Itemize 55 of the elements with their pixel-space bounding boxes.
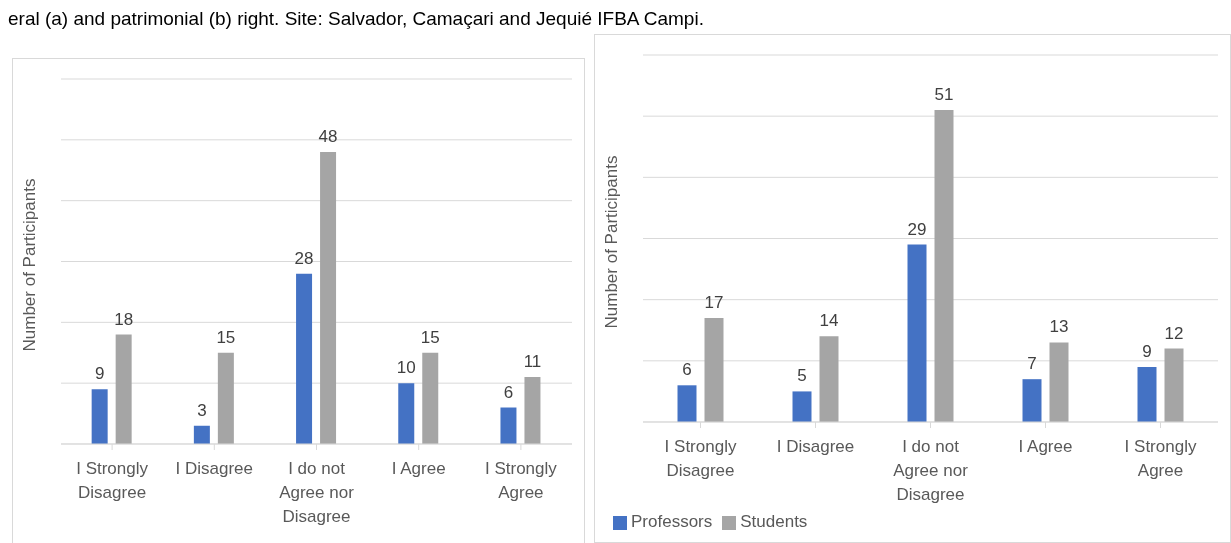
data-label: 14 xyxy=(819,311,839,331)
x-tick-label: I Agree xyxy=(391,459,446,478)
x-tick-label: I Strongly Agree xyxy=(1124,437,1197,480)
bar xyxy=(792,391,812,422)
bar xyxy=(1022,379,1042,422)
data-label: 12 xyxy=(1164,323,1184,343)
bar xyxy=(115,334,132,444)
data-label: 28 xyxy=(294,248,314,268)
x-tick-label: I Strongly Disagree xyxy=(664,437,737,480)
data-label: 15 xyxy=(216,327,236,347)
y-axis-title: Number of Participants xyxy=(602,155,622,329)
data-label: 51 xyxy=(934,85,954,105)
bar xyxy=(704,318,724,422)
data-label: 3 xyxy=(197,400,207,420)
bar xyxy=(677,385,697,422)
data-label: 5 xyxy=(797,366,807,386)
data-label: 48 xyxy=(318,127,338,146)
data-label: 10 xyxy=(396,358,416,378)
data-label: 9 xyxy=(1142,341,1152,361)
bar xyxy=(193,425,210,444)
x-tick-label: I Strongly Agree xyxy=(484,459,558,502)
bar xyxy=(320,152,337,444)
bar xyxy=(422,352,439,444)
bar xyxy=(907,244,927,422)
x-tick-label: I Strongly Disagree xyxy=(76,459,149,502)
bar xyxy=(819,336,839,422)
legend-label: Students xyxy=(740,512,808,531)
bar xyxy=(934,110,954,422)
x-tick-label: I do not Agree nor Disagree xyxy=(279,459,355,526)
x-tick-label: I Agree xyxy=(1018,437,1073,456)
legend-label: Professors xyxy=(631,512,713,531)
data-label: 6 xyxy=(503,382,514,402)
bar xyxy=(500,407,517,444)
bar xyxy=(217,352,234,444)
data-label: 29 xyxy=(907,219,927,239)
data-label: 13 xyxy=(1049,317,1069,337)
x-tick-label: I do not Agree nor Disagree xyxy=(893,437,969,504)
data-label: 15 xyxy=(420,327,440,347)
bar xyxy=(296,273,313,444)
data-label: 17 xyxy=(704,293,724,313)
text: eral (a) and patrimonial (b) right. Site: Salvador, Camaçari and Jequié IFBA Campi. xyxy=(8,8,704,29)
data-label: 7 xyxy=(1027,354,1037,374)
y-axis-title: Number of Participants xyxy=(20,178,40,352)
bar xyxy=(1137,366,1157,422)
data-label: 6 xyxy=(682,360,692,380)
x-tick-label: I Disagree xyxy=(776,437,855,456)
bar xyxy=(1164,348,1184,422)
data-label: 18 xyxy=(114,309,134,329)
data-label: 11 xyxy=(523,352,542,372)
bar xyxy=(398,383,415,444)
x-tick-label: I Disagree xyxy=(175,459,254,478)
bar xyxy=(1049,342,1069,422)
bar xyxy=(524,377,541,444)
data-label: 9 xyxy=(94,364,105,384)
bar xyxy=(91,389,108,444)
